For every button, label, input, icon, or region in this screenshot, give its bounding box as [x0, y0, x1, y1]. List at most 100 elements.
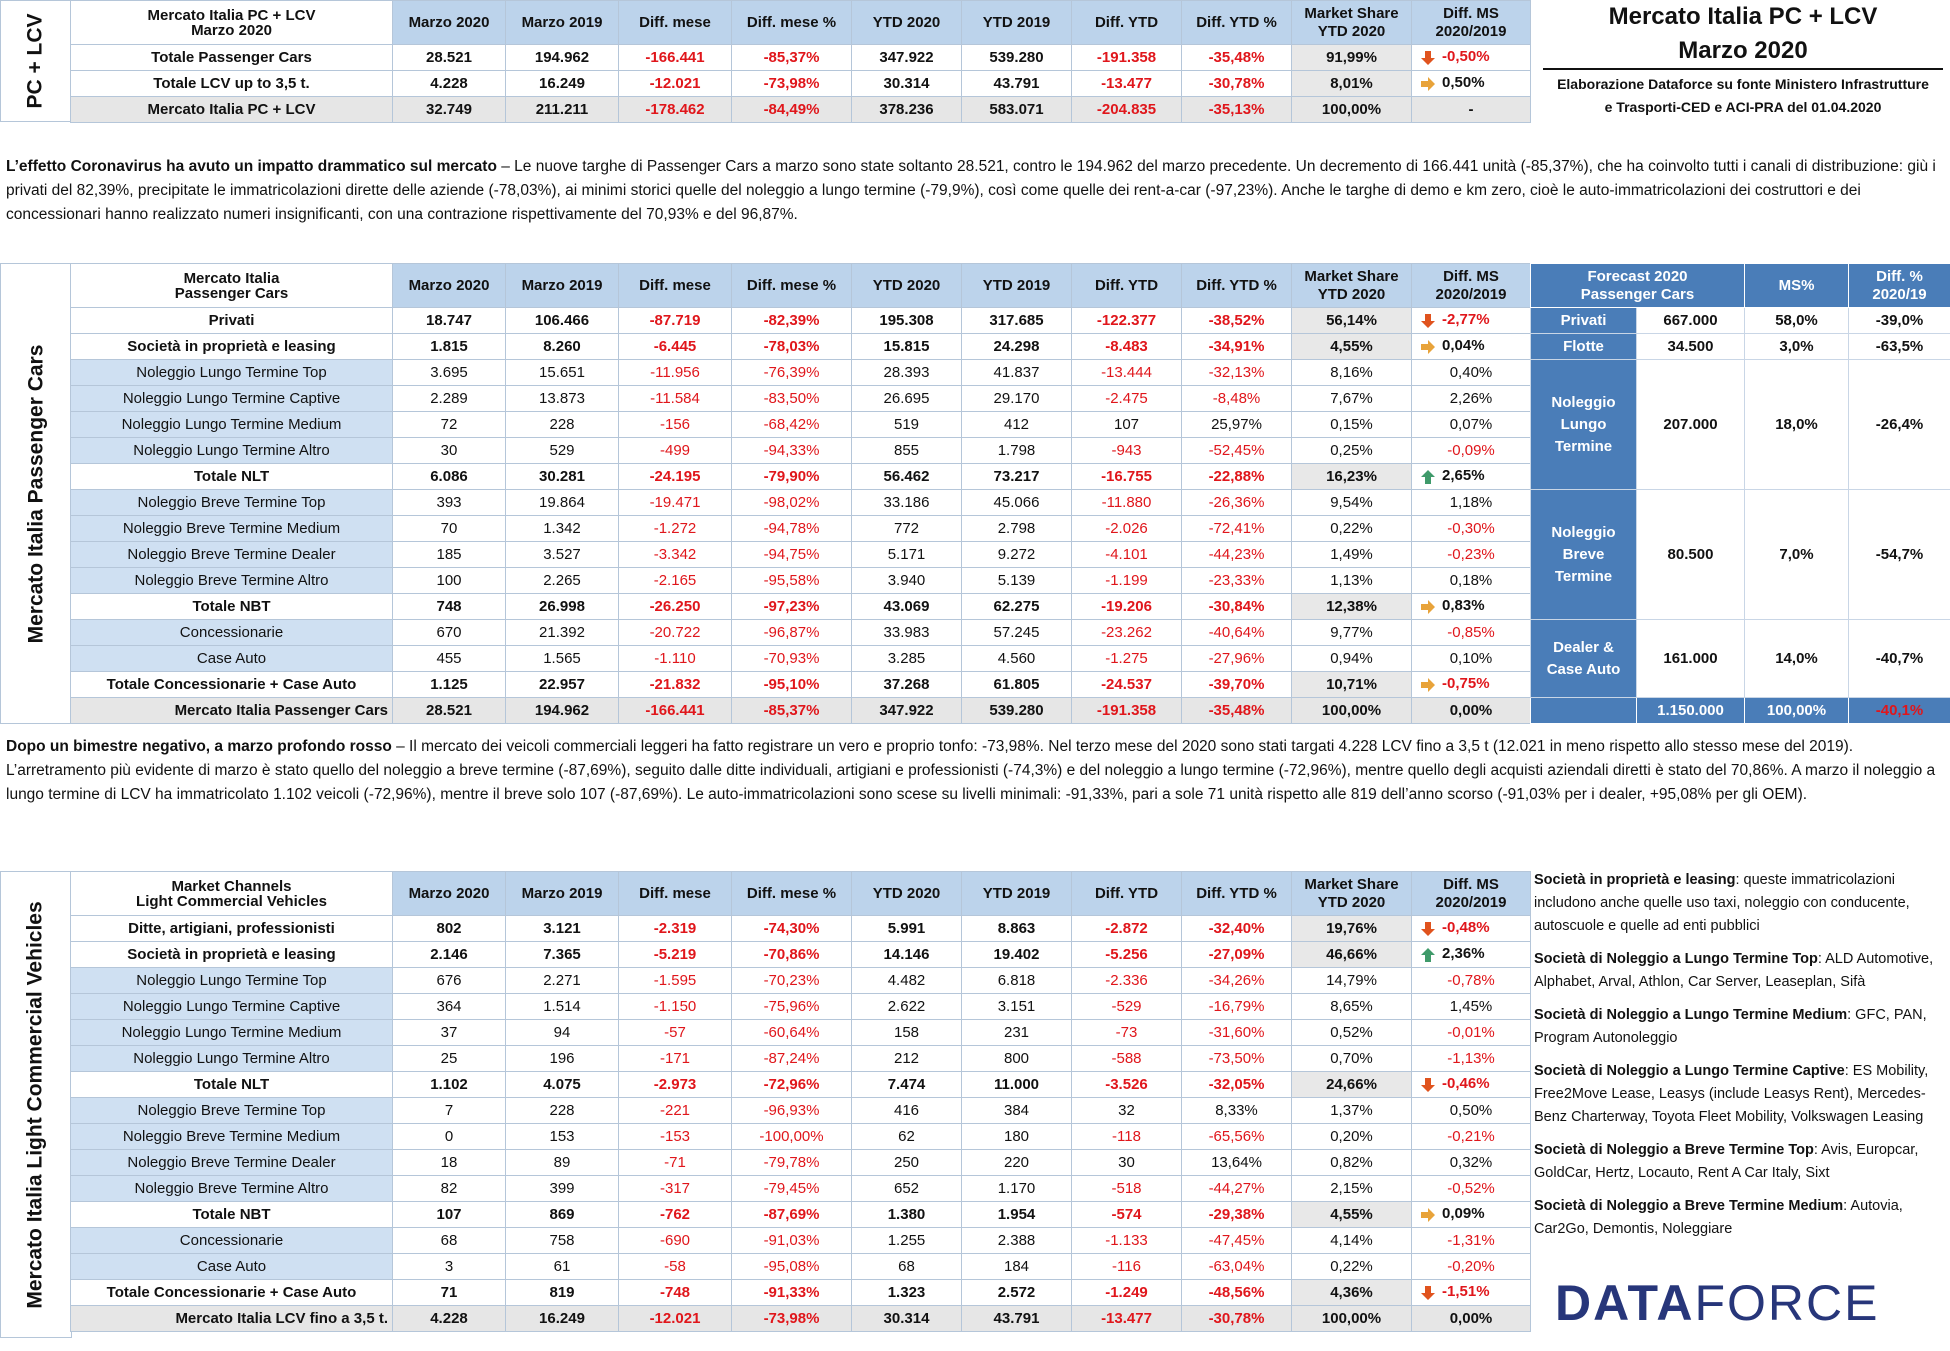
table-row: Case Auto 3 61 -58 -95,08% 68 184 -116 -63,04% 0,…: [70, 1253, 1531, 1280]
table-cell: -27,96%: [1181, 645, 1292, 672]
column-header: Marzo 2020: [392, 0, 506, 45]
table-cell: -1.133: [1071, 1227, 1182, 1254]
forecast-privati-label: Privati: [1530, 307, 1637, 334]
table-cell: -30,78%: [1181, 1305, 1292, 1332]
table-cell: 19.402: [961, 941, 1072, 968]
table-cell: -4.101: [1071, 541, 1182, 568]
table-cell: -26,36%: [1181, 489, 1292, 516]
table-row: Totale Passenger Cars 28.521 194.962 -166.4…: [70, 44, 1531, 71]
row-label: Noleggio Lungo Termine Altro: [70, 1045, 393, 1072]
row-label: Noleggio Breve Termine Top: [70, 489, 393, 516]
table-cell: -60,64%: [731, 1019, 852, 1046]
table-cell: 28.521: [392, 44, 506, 71]
table-cell: -1,51%: [1411, 1279, 1531, 1306]
table-cell: -91,33%: [731, 1279, 852, 1306]
table-cell: 9,54%: [1291, 489, 1412, 516]
table-cell: -1.110: [618, 645, 732, 672]
table-cell: -30,84%: [1181, 593, 1292, 620]
row-label: Noleggio Breve Termine Dealer: [70, 1149, 393, 1176]
column-header: Market Share YTD 2020: [1291, 871, 1412, 916]
table-cell: 4,36%: [1291, 1279, 1412, 1306]
table-cell: -91,03%: [731, 1227, 852, 1254]
table-cell: -0,21%: [1411, 1123, 1531, 1150]
table-cell: -1.150: [618, 993, 732, 1020]
table-cell: 399: [505, 1175, 619, 1202]
table-cell: 30.281: [505, 463, 619, 490]
table-row: Noleggio Breve Termine Altro 100 2.265 -2.1…: [70, 567, 1531, 594]
table-cell: 1.255: [851, 1227, 962, 1254]
table-cell: -1.249: [1071, 1279, 1182, 1306]
table-row: Concessionarie 670 21.392 -20.722 -96,87% 33.…: [70, 619, 1531, 646]
row-label: Noleggio Lungo Termine Top: [70, 967, 393, 994]
table-cell: -0,23%: [1411, 541, 1531, 568]
forecast-nlt-ms: 18,0%: [1744, 359, 1849, 490]
table-cell: -191.358: [1071, 44, 1182, 71]
table-row: Noleggio Breve Termine Medium 70 1.342 -1.2…: [70, 515, 1531, 542]
table-cell: 2,36%: [1411, 941, 1531, 968]
table-cell: 94: [505, 1019, 619, 1046]
column-header: Diff. YTD: [1071, 0, 1182, 45]
table-cell: 194.962: [505, 44, 619, 71]
table-cell: 758: [505, 1227, 619, 1254]
table-cell: 29.170: [961, 385, 1072, 412]
table-cell: 384: [961, 1097, 1072, 1124]
table-cell: 56.462: [851, 463, 962, 490]
dataforce-logo: DATAFORCE: [1555, 1275, 1880, 1331]
column-header: Diff. mese: [618, 263, 732, 308]
table-cell: 2.146: [392, 941, 506, 968]
table-cell: -191.358: [1071, 697, 1182, 724]
column-header: Diff. mese: [618, 0, 732, 45]
table-cell: 2,26%: [1411, 385, 1531, 412]
table-cell: 1,13%: [1291, 567, 1412, 594]
table-cell: 37.268: [851, 671, 962, 698]
table-cell: -40,64%: [1181, 619, 1292, 646]
table-cell: -118: [1071, 1123, 1182, 1150]
table-cell: -70,23%: [731, 967, 852, 994]
table-cell: -47,45%: [1181, 1227, 1292, 1254]
table-cell: -35,48%: [1181, 697, 1292, 724]
table-cell: -72,96%: [731, 1071, 852, 1098]
table-cell: 583.071: [961, 96, 1072, 123]
table-cell: -97,23%: [731, 593, 852, 620]
table-cell: 539.280: [961, 697, 1072, 724]
forecast-header: Forecast 2020 Passenger Cars: [1530, 263, 1745, 308]
table-row: Società in proprietà e leasing 1.815 8.260…: [70, 333, 1531, 360]
table-cell: 13,64%: [1181, 1149, 1292, 1176]
table-cell: -79,90%: [731, 463, 852, 490]
table-cell: -156: [618, 411, 732, 438]
table-cell: -65,56%: [1181, 1123, 1292, 1150]
forecast-nbt-label: Noleggio Breve Termine: [1530, 489, 1637, 620]
table-cell: 529: [505, 437, 619, 464]
table-cell: 4.228: [392, 70, 506, 97]
forecast-total-empty: [1530, 697, 1637, 724]
table-cell: 16.249: [505, 70, 619, 97]
row-label: Mercato Italia Passenger Cars: [70, 697, 393, 724]
table-cell: 30: [1071, 1149, 1182, 1176]
table-cell: 72: [392, 411, 506, 438]
table-cell: 9.272: [961, 541, 1072, 568]
table-pc-lcv: Mercato Italia PC + LCV Marzo 2020 Marzo 2…: [70, 0, 1531, 123]
column-header: Marzo 2019: [505, 263, 619, 308]
table-cell: 8,16%: [1291, 359, 1412, 386]
table-cell: 772: [851, 515, 962, 542]
column-header: Diff. mese %: [731, 871, 852, 916]
table-cell: -221: [618, 1097, 732, 1124]
table-cell: 28.521: [392, 697, 506, 724]
table-cell: 18.747: [392, 307, 506, 334]
table-cell: 0,09%: [1411, 1201, 1531, 1228]
table-cell: -87.719: [618, 307, 732, 334]
arrow-up-icon: [1421, 947, 1435, 962]
table-cell: -588: [1071, 1045, 1182, 1072]
column-header: YTD 2019: [961, 263, 1072, 308]
table-cell: -78,03%: [731, 333, 852, 360]
table-cell: -0,48%: [1411, 915, 1531, 942]
channel-definitions: Società in proprietà e leasing: queste i…: [1534, 869, 1944, 1251]
row-label: Privati: [70, 307, 393, 334]
row-label: Noleggio Breve Termine Medium: [70, 515, 393, 542]
table-cell: 158: [851, 1019, 962, 1046]
table-cell: -87,69%: [731, 1201, 852, 1228]
table-cell: 24,66%: [1291, 1071, 1412, 1098]
table-cell: 212: [851, 1045, 962, 1072]
forecast-flotte-diff: -63,5%: [1848, 333, 1950, 360]
table-cell: 19,76%: [1291, 915, 1412, 942]
